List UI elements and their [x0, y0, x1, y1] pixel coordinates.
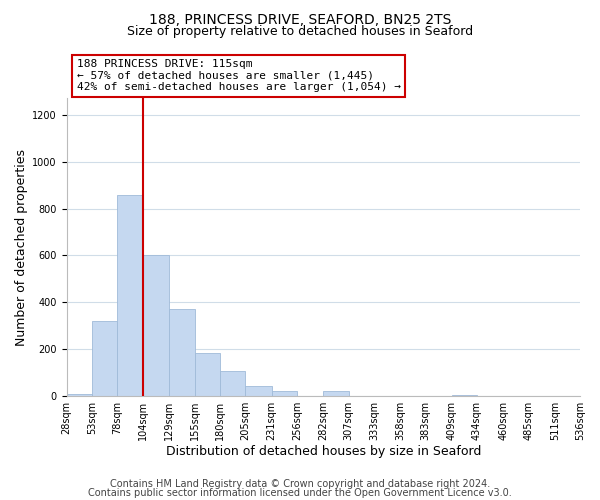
Bar	[92, 321, 117, 396]
Y-axis label: Number of detached properties: Number of detached properties	[15, 148, 28, 346]
Bar	[169, 310, 195, 396]
Text: Size of property relative to detached houses in Seaford: Size of property relative to detached ho…	[127, 25, 473, 38]
Bar	[143, 256, 169, 396]
Text: 188, PRINCESS DRIVE, SEAFORD, BN25 2TS: 188, PRINCESS DRIVE, SEAFORD, BN25 2TS	[149, 12, 451, 26]
Bar	[220, 372, 245, 396]
Bar	[245, 386, 272, 396]
Bar	[272, 392, 297, 396]
Bar	[323, 392, 349, 396]
Bar	[195, 352, 220, 396]
Text: Contains HM Land Registry data © Crown copyright and database right 2024.: Contains HM Land Registry data © Crown c…	[110, 479, 490, 489]
Bar	[67, 394, 92, 396]
Bar	[117, 194, 143, 396]
Text: Contains public sector information licensed under the Open Government Licence v3: Contains public sector information licen…	[88, 488, 512, 498]
X-axis label: Distribution of detached houses by size in Seaford: Distribution of detached houses by size …	[166, 444, 481, 458]
Bar	[452, 395, 477, 396]
Text: 188 PRINCESS DRIVE: 115sqm
← 57% of detached houses are smaller (1,445)
42% of s: 188 PRINCESS DRIVE: 115sqm ← 57% of deta…	[77, 59, 401, 92]
